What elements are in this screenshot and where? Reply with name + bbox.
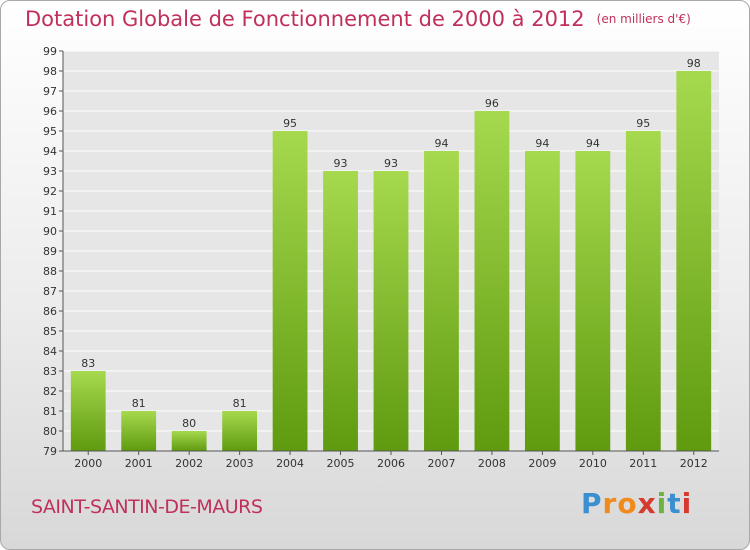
data-label: 81 (132, 397, 146, 410)
y-tick-label: 89 (43, 245, 57, 258)
y-tick-label: 88 (43, 265, 57, 278)
y-tick-label: 92 (43, 185, 57, 198)
commune-name: SAINT-SANTIN-DE-MAURS (31, 496, 263, 518)
bar-2006 (373, 171, 409, 451)
y-tick-label: 97 (43, 85, 57, 98)
y-axis: 79 80 81 82 83 84 85 86 87 88 89 90 91 92 93 94 95 96 97 98… (43, 45, 64, 458)
bars: 83 81 80 81 95 93 93 94 96 94 94 95 98 (70, 57, 712, 451)
y-tick-label: 86 (43, 305, 57, 318)
bar-2009 (524, 151, 560, 451)
x-tick-label: 2006 (377, 457, 405, 470)
logo-letter: P (581, 487, 603, 520)
x-tick-label: 2000 (74, 457, 102, 470)
y-tick-label: 82 (43, 385, 57, 398)
y-tick-label: 81 (43, 405, 57, 418)
x-tick-label: 2012 (680, 457, 708, 470)
logo-letter: i (681, 487, 693, 520)
y-tick-label: 87 (43, 285, 57, 298)
x-tick-label: 2010 (579, 457, 607, 470)
y-tick-label: 98 (43, 65, 57, 78)
x-tick-label: 2003 (226, 457, 254, 470)
bar-2003 (222, 411, 258, 451)
y-tick-label: 91 (43, 205, 57, 218)
data-label: 95 (283, 117, 297, 130)
bar-2008 (474, 111, 510, 451)
x-tick-label: 2004 (276, 457, 304, 470)
logo-letter: t (667, 487, 682, 520)
y-tick-label: 96 (43, 105, 57, 118)
x-tick-label: 2001 (125, 457, 153, 470)
bar-2007 (424, 151, 459, 451)
y-tick-label: 93 (43, 165, 57, 178)
data-label: 95 (636, 117, 650, 130)
logo-letter: r (602, 487, 618, 520)
bar-2004 (272, 131, 308, 451)
data-label: 94 (434, 137, 448, 150)
data-label: 94 (535, 137, 549, 150)
y-tick-label: 90 (43, 225, 57, 238)
y-tick-label: 79 (43, 445, 57, 458)
data-label: 96 (485, 97, 499, 110)
data-label: 93 (384, 157, 398, 170)
bar-2010 (575, 151, 611, 451)
bar-2001 (121, 411, 157, 451)
y-tick-label: 80 (43, 425, 57, 438)
logo-letter: i (656, 487, 668, 520)
chart-subtitle: (en milliers d'€) (596, 12, 691, 26)
data-label: 81 (233, 397, 247, 410)
x-tick-label: 2009 (528, 457, 556, 470)
bar-2012 (676, 71, 712, 451)
data-label: 94 (586, 137, 600, 150)
x-axis: 2000 2001 2002 2003 2004 2005 2006 2007 2008 2009… (63, 450, 719, 470)
bar-2005 (323, 171, 358, 451)
y-tick-label: 83 (43, 365, 57, 378)
chart-title-text: Dotation Globale de Fonctionnement de 20… (25, 7, 585, 31)
data-label: 93 (334, 157, 348, 170)
data-label: 98 (687, 57, 701, 70)
y-tick-label: 95 (43, 125, 57, 138)
logo-letter: o (617, 487, 638, 520)
y-tick-label: 85 (43, 325, 57, 338)
x-tick-label: 2007 (427, 457, 455, 470)
x-tick-label: 2011 (629, 457, 657, 470)
bar-2011 (625, 131, 661, 451)
x-tick-label: 2002 (175, 457, 203, 470)
x-tick-label: 2008 (478, 457, 506, 470)
y-tick-label: 94 (43, 145, 57, 158)
chart-title: Dotation Globale de Fonctionnement de 20… (25, 7, 691, 31)
bar-2000 (70, 371, 106, 451)
data-label: 80 (182, 417, 196, 430)
data-label: 83 (81, 357, 95, 370)
x-tick-label: 2005 (327, 457, 355, 470)
y-tick-label: 99 (43, 45, 57, 58)
proxiti-logo: Proxiti (581, 487, 692, 520)
bar-2002 (171, 431, 207, 451)
y-tick-label: 84 (43, 345, 57, 358)
logo-letter: x (637, 487, 657, 520)
